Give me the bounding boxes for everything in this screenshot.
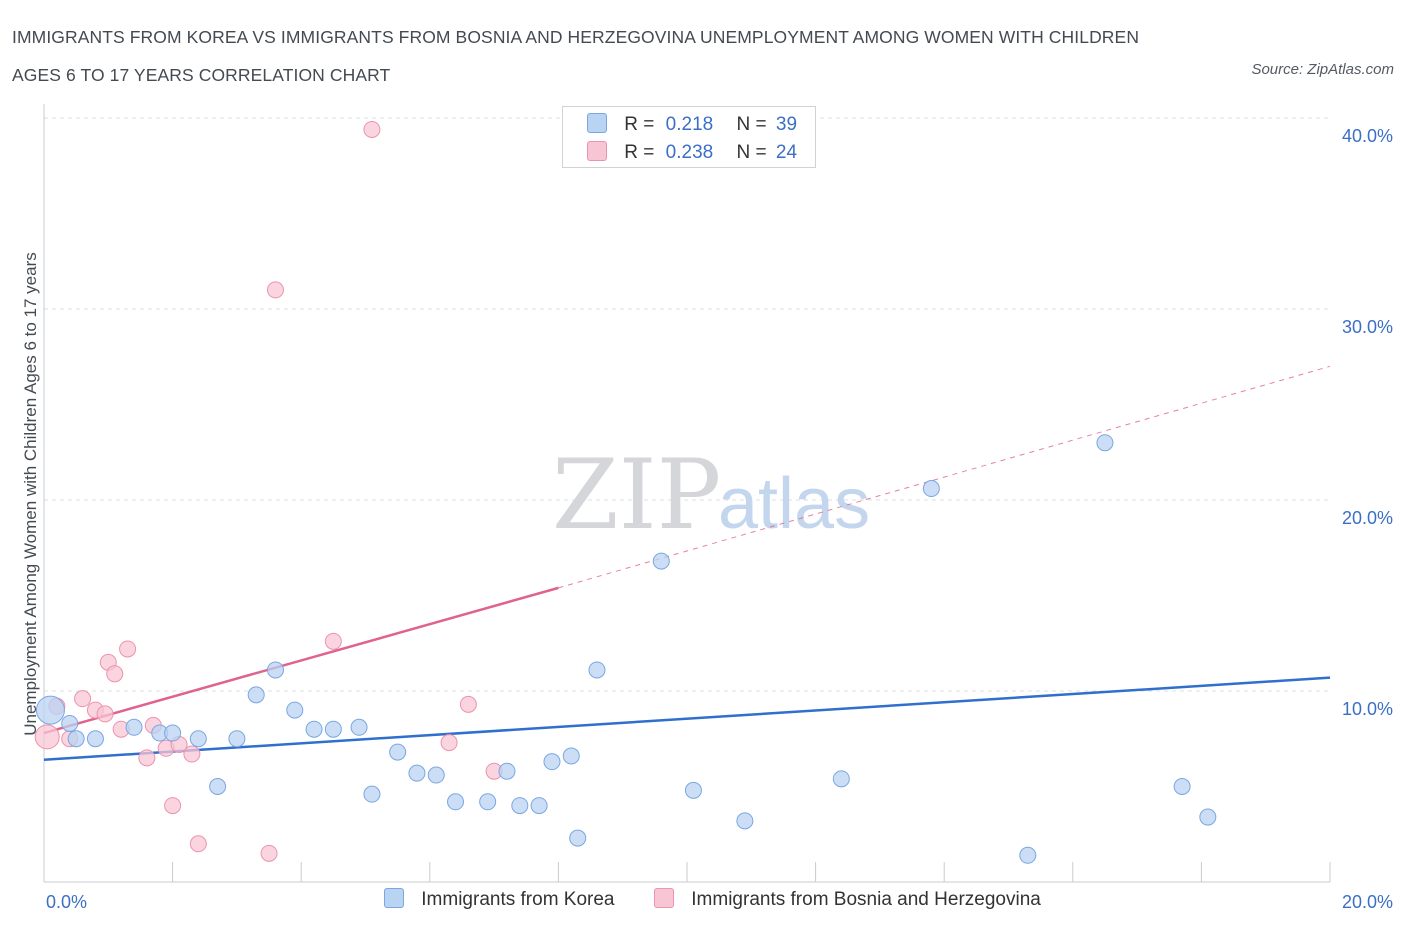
chart-title: IMMIGRANTS FROM KOREA VS IMMIGRANTS FROM… [12, 27, 1140, 85]
watermark-zip: ZIP [552, 439, 721, 551]
korea-point [125, 718, 143, 736]
korea-point [1096, 434, 1114, 452]
korea-point [511, 797, 529, 815]
bosnia-n-value: 24 [775, 142, 798, 163]
y-tick-label: 10.0% [1342, 699, 1393, 719]
korea-point [209, 778, 227, 795]
bosnia-r-label: R = [624, 142, 655, 163]
bosnia-point [440, 734, 458, 752]
korea-point [569, 829, 587, 847]
korea-point [447, 793, 465, 811]
korea-point [363, 785, 381, 803]
bosnia-point [363, 120, 381, 138]
bosnia-point [96, 705, 114, 723]
korea-point [286, 701, 304, 719]
korea-point [543, 753, 561, 771]
bosnia-point [266, 281, 284, 299]
korea-point [684, 781, 702, 799]
bosnia-point [119, 640, 137, 658]
korea-point [389, 743, 407, 761]
korea-point [350, 718, 368, 736]
bottom-legend-bosnia: Immigrants from Bosnia and Herzegovina [654, 888, 1041, 916]
x-tick-label: 0.0% [46, 892, 87, 912]
axes [43, 104, 1331, 883]
korea-swatch [587, 113, 607, 133]
watermark-atlas: atlas [718, 464, 870, 544]
korea-point [247, 686, 265, 704]
bosnia-r-value: 0.238 [665, 142, 714, 163]
x-tick-label: 20.0% [1342, 892, 1393, 912]
bosnia-point [138, 749, 156, 767]
y-tick-label: 30.0% [1342, 317, 1393, 337]
korea-point [324, 720, 342, 738]
y-tick-label: 40.0% [1342, 126, 1393, 146]
tick-labels: 10.0% 20.0% 30.0% 40.0% 0.0% 20.0% [46, 126, 1393, 912]
korea-point [35, 695, 65, 725]
legend-row-bosnia: R = 0.238 N = 24 [587, 141, 797, 165]
korea-point [408, 764, 426, 782]
korea-r-value: 0.218 [665, 114, 714, 135]
bosnia-point [260, 844, 278, 862]
korea-n-value: 39 [775, 114, 798, 135]
bosnia-point [324, 632, 342, 650]
bosnia-swatch [587, 141, 607, 161]
gridlines [44, 117, 1330, 692]
korea-legend-swatch [384, 888, 404, 908]
korea-point [832, 770, 850, 788]
korea-trend-line [43, 676, 1331, 762]
korea-point [922, 480, 940, 498]
korea-n-label: N = [736, 114, 767, 135]
korea-point [86, 730, 104, 748]
bosnia-point [74, 690, 92, 708]
bosnia-point [34, 724, 60, 750]
korea-point [588, 661, 606, 679]
bosnia-legend-label: Immigrants from Bosnia and Herzegovina [691, 889, 1041, 910]
korea-point [228, 730, 246, 748]
legend-row-korea: R = 0.218 N = 39 [587, 113, 797, 137]
y-tick-label: 20.0% [1342, 508, 1393, 528]
y-axis-label: Unemployment Among Women with Children A… [21, 252, 40, 736]
bottom-legend-korea: Immigrants from Korea [384, 888, 615, 916]
korea-point [305, 720, 323, 738]
bosnia-legend-swatch [654, 888, 674, 908]
korea-point [498, 762, 516, 780]
korea-point [562, 747, 580, 765]
korea-point [736, 812, 754, 830]
korea-point [652, 552, 670, 570]
korea-point [1019, 846, 1037, 864]
korea-point [1199, 808, 1217, 826]
korea-r-label: R = [624, 114, 655, 135]
correlation-legend: R = 0.218 N = 39 R = 0.238 N = 24 [562, 106, 816, 168]
bosnia-trend-extension [558, 365, 1331, 589]
korea-point [479, 793, 497, 811]
bosnia-point [459, 695, 477, 713]
korea-point [189, 730, 207, 748]
korea-point [427, 766, 445, 784]
bosnia-point [189, 835, 207, 853]
korea-point [266, 661, 284, 679]
bosnia-trend-line [43, 586, 559, 735]
bosnia-point [183, 745, 201, 763]
korea-point [530, 797, 548, 815]
bosnia-point [164, 797, 182, 815]
trend-lines [43, 365, 1331, 762]
korea-point [61, 714, 79, 732]
data-points [34, 120, 1217, 864]
korea-point [67, 730, 85, 748]
korea-legend-label: Immigrants from Korea [421, 889, 615, 910]
source-label: Source: ZipAtlas.com [1251, 61, 1394, 78]
bosnia-n-label: N = [736, 142, 767, 163]
bosnia-point [106, 665, 124, 683]
korea-point [1173, 778, 1191, 795]
korea-point [164, 724, 182, 742]
